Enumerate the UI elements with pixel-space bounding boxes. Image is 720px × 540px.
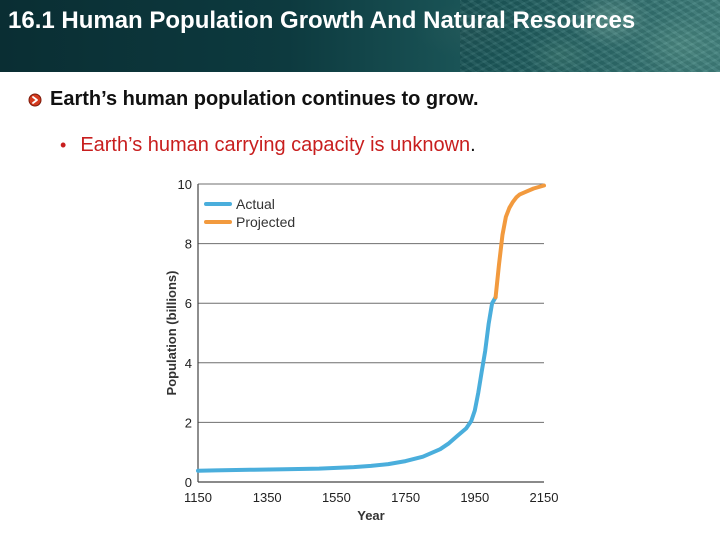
- x-tick-label: 1750: [391, 490, 420, 505]
- slide-title: 16.1 Human Population Growth And Natural…: [8, 7, 636, 34]
- x-tick-label: 1150: [184, 490, 212, 505]
- series-line-actual: [196, 295, 498, 473]
- legend-label-actual: Actual: [236, 196, 275, 212]
- main-bullet: Earth’s human population continues to gr…: [28, 88, 479, 111]
- x-tick-label: 2150: [530, 490, 559, 505]
- x-tick-label: 1550: [322, 490, 351, 505]
- x-axis-label: Year: [357, 508, 384, 523]
- series-line-projected: [493, 183, 546, 300]
- sub-bullet-dot-icon: •: [60, 135, 67, 155]
- sub-bullet-text-main: Earth’s human carrying capacity is unkno…: [80, 134, 471, 156]
- legend-label-projected: Projected: [236, 214, 295, 230]
- title-banner: 16.1 Human Population Growth And Natural…: [0, 0, 720, 72]
- y-axis-label: Population (billions): [164, 271, 179, 396]
- main-bullet-text: Earth’s human population continues to gr…: [50, 88, 479, 110]
- circle-arrow-bullet-icon: [28, 93, 42, 106]
- banner-texture: [460, 0, 720, 72]
- sub-bullet-text: Earth’s human carrying capacity is unkno…: [80, 134, 475, 157]
- y-tick-label: 4: [185, 356, 192, 371]
- y-tick-label: 10: [178, 177, 192, 192]
- sub-bullet: • Earth’s human carrying capacity is unk…: [60, 134, 476, 157]
- y-tick-label: 0: [185, 475, 192, 490]
- y-tick-label: 8: [185, 237, 192, 252]
- x-tick-label: 1950: [460, 490, 489, 505]
- y-tick-label: 2: [185, 415, 192, 430]
- sub-bullet-period: .: [470, 134, 476, 156]
- population-chart: 0 2 4 6 8 10 1150 1350 1550 1750 1950 2150 Year Popul…: [164, 177, 559, 523]
- x-tick-label: 1350: [253, 490, 282, 505]
- y-tick-label: 6: [185, 296, 192, 311]
